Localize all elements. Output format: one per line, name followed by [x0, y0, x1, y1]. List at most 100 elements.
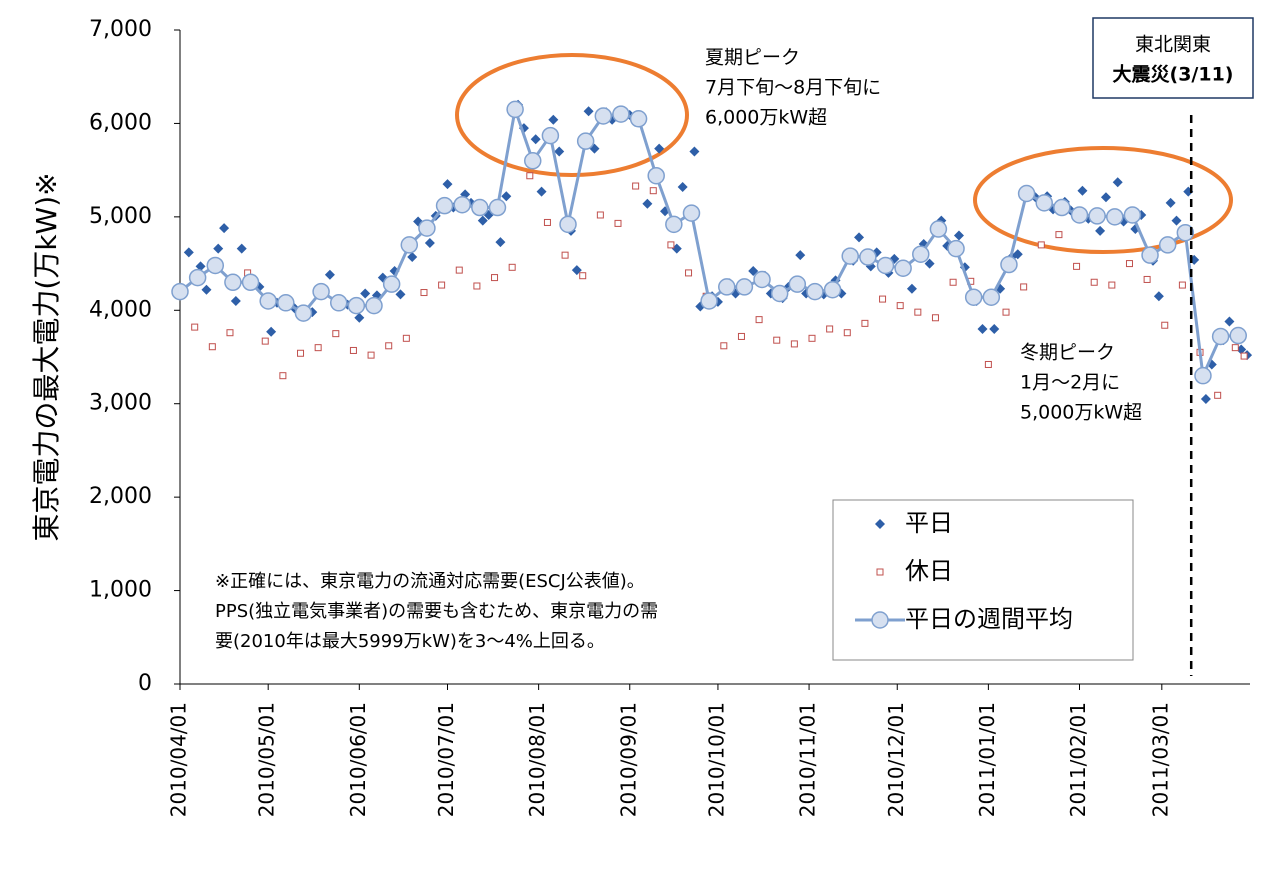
y-tick-label: 5,000: [89, 204, 152, 229]
holiday-point: [279, 372, 287, 380]
x-tick-label: 2010/05/01: [255, 702, 279, 817]
holiday-point: [314, 344, 322, 352]
weekday-point: [1095, 225, 1106, 236]
x-tick-label: 2010/08/01: [525, 702, 549, 817]
annotation: 冬期ピーク: [1020, 342, 1115, 364]
weekly-average-point: [1106, 208, 1124, 226]
holiday-point: [1055, 231, 1063, 239]
holiday-point: [526, 172, 534, 180]
weekday-point: [530, 134, 541, 145]
holiday-point: [297, 349, 305, 357]
x-tick-label: 2010/10/01: [704, 702, 728, 817]
weekly-average-point: [647, 166, 665, 185]
weekly-average-point: [259, 292, 277, 310]
holiday-point: [438, 281, 446, 289]
weekday-point: [424, 238, 435, 249]
holiday-point: [332, 330, 340, 338]
holiday-point: [420, 289, 428, 297]
holiday-point: [473, 282, 481, 290]
weekly-average-point: [277, 294, 295, 312]
weekly-average-point: [735, 278, 754, 296]
weekly-average-point: [418, 219, 436, 237]
holiday-point: [1090, 278, 1098, 286]
footnote: ※正確には、東京電力の流通対応需要(ESCJ公表値)。: [215, 571, 645, 592]
holiday-point: [755, 316, 763, 324]
weekly-average-point: [559, 215, 577, 234]
weekly-average-point: [1141, 246, 1159, 264]
weekly-average-point: [700, 292, 718, 310]
weekday-point: [854, 232, 865, 243]
weekday-point: [642, 198, 653, 209]
weekly-average-point: [629, 110, 648, 128]
holiday-point: [720, 342, 728, 350]
holiday-point: [931, 314, 939, 322]
weekly-average-point: [594, 107, 613, 125]
weekday-point: [906, 283, 917, 294]
weekday-point: [654, 143, 665, 154]
x-tick-label: 2010/09/01: [616, 702, 640, 817]
weekday-point: [495, 237, 506, 248]
weekly-average-point: [841, 247, 859, 265]
weekly-average-point: [964, 288, 983, 306]
weekly-average-point: [823, 280, 842, 299]
weekday-point: [977, 323, 988, 334]
weekly-average-point: [1088, 207, 1106, 225]
weekly-average-point: [241, 273, 260, 292]
weekday-point: [1077, 185, 1088, 196]
winter-highlight: [973, 146, 1233, 254]
annotation: 6,000万kW超: [705, 107, 827, 129]
weekday-point: [1112, 177, 1123, 188]
weekday-point: [1012, 249, 1023, 260]
weekday-point: [1200, 394, 1211, 405]
weekly-average-point: [1000, 255, 1018, 274]
weekly-average-point: [876, 256, 895, 275]
footnote: 要(2010年は最大5999万kW)を3～4%上回る。: [215, 631, 605, 652]
holiday-point: [455, 266, 463, 274]
weekday-point: [219, 223, 230, 234]
event-label: 東北関東: [1135, 34, 1211, 56]
weekday-point: [230, 295, 241, 306]
weekday-point: [548, 114, 559, 125]
weekly-average-point: [1211, 327, 1230, 346]
x-tick-label: 2010/07/01: [434, 702, 458, 817]
holiday-point: [1143, 275, 1151, 283]
legend-symbol: [871, 611, 889, 629]
weekly-average-point: [506, 100, 524, 119]
weekly-average-point: [947, 239, 965, 258]
holiday-point: [685, 269, 693, 277]
weekly-average-point: [435, 196, 454, 215]
annotation: 夏期ピーク: [705, 47, 800, 69]
weekly-average-point: [294, 304, 313, 322]
holiday-point: [879, 295, 887, 303]
holiday-point: [649, 187, 657, 195]
weekly-average-point: [682, 204, 701, 222]
holiday-point: [737, 332, 745, 340]
weekly-average-point: [718, 278, 736, 296]
holiday-point: [861, 319, 869, 327]
weekly-average-point: [1070, 206, 1089, 224]
holiday-point: [208, 343, 216, 351]
x-tick-label: 2011/01/01: [975, 702, 999, 817]
weekly-average-point: [488, 198, 507, 217]
weekly-average-point: [806, 282, 824, 301]
weekly-average-point: [912, 245, 930, 263]
weekday-point: [477, 215, 488, 226]
holiday-point: [773, 336, 781, 344]
holiday-point: [596, 211, 604, 219]
weekday-point: [795, 250, 806, 261]
holiday-point: [949, 278, 957, 286]
event-label: 大震災(3/11): [1113, 63, 1234, 86]
holiday-point: [367, 351, 375, 359]
weekly-average-point: [1158, 236, 1177, 254]
holiday-point: [1178, 281, 1186, 289]
holiday-point: [914, 308, 922, 316]
weekly-average-point: [1053, 198, 1071, 217]
weekly-average-point: [224, 273, 242, 292]
weekly-average-point: [1194, 366, 1212, 385]
holiday-point: [843, 329, 851, 337]
x-tick-label: 2011/02/01: [1066, 702, 1090, 817]
weekly-average-point: [329, 294, 348, 312]
weekly-average-point: [894, 259, 912, 277]
weekday-point: [442, 179, 453, 190]
